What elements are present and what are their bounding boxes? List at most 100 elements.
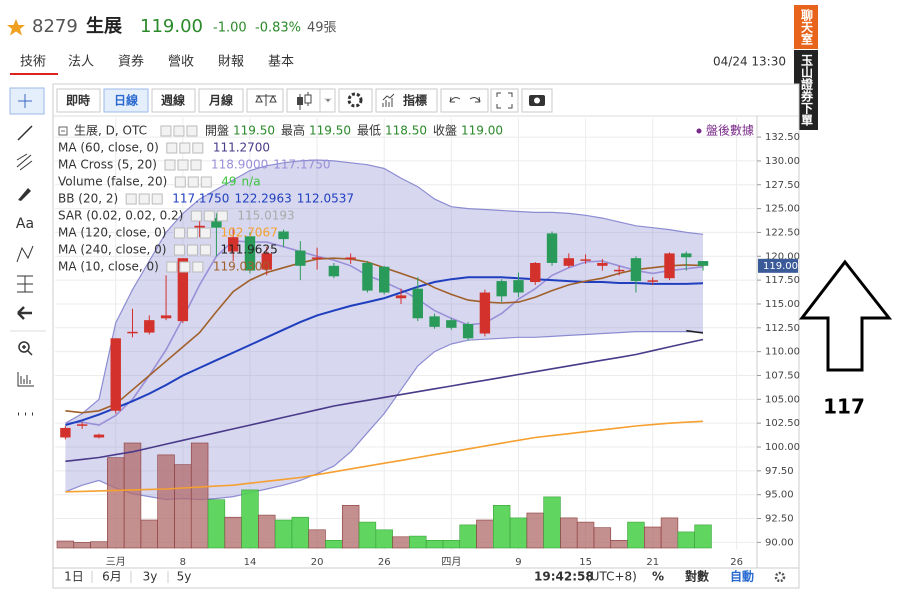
dropdown-icon: [319, 89, 333, 112]
tab[interactable]: 基本: [268, 55, 294, 70]
y-tick-label: 127.50: [765, 180, 800, 191]
button-label[interactable]: 月線: [208, 93, 233, 108]
y-tick-label: 92.50: [765, 514, 794, 525]
volume-bar: [459, 524, 477, 549]
tab[interactable]: 資券: [118, 54, 144, 70]
legend-icon: [173, 125, 185, 137]
back-tool[interactable]: [17, 306, 32, 320]
annotation-arrow: [798, 259, 893, 372]
indicator-line: [65, 276, 704, 427]
button-active[interactable]: [103, 88, 149, 113]
ohlc-label: 收盤: [433, 124, 457, 138]
log-toggle[interactable]: 對數: [685, 569, 709, 584]
percent-toggle[interactable]: %: [652, 570, 664, 584]
range-button[interactable]: 5y: [177, 570, 192, 584]
ohlc-label: 最高: [281, 123, 305, 138]
candle-body: [681, 253, 692, 258]
indicator-reading: n/a: [242, 175, 261, 189]
brush-tool[interactable]: [18, 188, 31, 201]
y-tick-label: 115.00: [765, 299, 800, 310]
settings-button[interactable]: [338, 88, 373, 113]
candle-body: [496, 281, 507, 297]
price-change: -1.00: [213, 21, 247, 36]
tab[interactable]: 財報: [218, 55, 244, 70]
legend-icon: [125, 193, 137, 205]
candle-body: [429, 316, 440, 327]
volume-bar: [375, 529, 393, 549]
volume-bar: [425, 539, 444, 549]
fib-tool[interactable]: [16, 153, 33, 171]
measure-tool[interactable]: [17, 275, 33, 293]
range-separator: [91, 571, 169, 583]
legend-icon: [160, 125, 172, 137]
tab[interactable]: 法人: [68, 55, 94, 70]
crosshair-tool[interactable]: [9, 87, 45, 115]
button-label[interactable]: 指標: [403, 93, 427, 108]
pattern-tool[interactable]: [16, 245, 34, 263]
volume-bar: [107, 457, 125, 549]
text-tool[interactable]: Aa: [16, 216, 34, 232]
tab[interactable]: 營收: [168, 55, 194, 70]
range-button[interactable]: 1日: [64, 570, 84, 584]
crosshair-icon: [18, 94, 32, 108]
indicator-reading: 117.1750: [172, 192, 229, 206]
tab[interactable]: 技術: [20, 55, 46, 70]
settings-icon[interactable]: [774, 571, 786, 583]
y-tick-label: 105.00: [765, 394, 800, 405]
y-tick-label: 125.00: [765, 204, 800, 215]
indicator-line: [686, 329, 704, 334]
candle-body: [177, 258, 189, 322]
y-tick-label: 102.50: [765, 418, 800, 429]
chat-tab[interactable]: [794, 5, 818, 49]
ruler-tool[interactable]: [17, 372, 34, 387]
y-tick-label: 110.00: [765, 347, 800, 358]
datetime: 04/24 13:30: [713, 55, 786, 69]
zoom-icon: [22, 345, 33, 356]
order-tab-label[interactable]: 玉山證券下單: [800, 54, 814, 127]
line-tool[interactable]: [17, 125, 33, 141]
legend-icon: [186, 244, 198, 256]
candle-body: [362, 262, 373, 291]
volume-bar: [644, 526, 662, 549]
button-label[interactable]: 即時: [66, 93, 90, 108]
y-tick-label: 120.00: [765, 251, 800, 262]
candle-body: [328, 265, 340, 277]
y-tick-label: 95.00: [765, 490, 794, 501]
legend-icon: [203, 210, 215, 222]
range-button[interactable]: 3y: [143, 570, 158, 584]
indicator-icon: [382, 93, 395, 107]
star-icon[interactable]: [7, 19, 25, 36]
button-label[interactable]: 週線: [161, 93, 185, 108]
candle-body: [93, 434, 105, 438]
button[interactable]: [198, 88, 244, 113]
range-button[interactable]: 6月: [102, 570, 122, 584]
indicator-button[interactable]: [375, 88, 438, 113]
button[interactable]: [151, 88, 196, 113]
button-label[interactable]: 日線: [114, 93, 138, 108]
volume-bar: [325, 539, 343, 549]
x-tick-label: 26: [378, 557, 391, 568]
compare-button[interactable]: [246, 88, 284, 113]
volume-bar: [543, 496, 561, 549]
volume-bar: [90, 541, 108, 549]
x-tick-label: 15: [579, 557, 592, 568]
auto-toggle[interactable]: 自動: [730, 569, 754, 584]
zoom-tool[interactable]: [18, 341, 30, 353]
fullscreen-button[interactable]: [490, 88, 519, 113]
indicator-name: MA (10, close, 0): [58, 260, 159, 274]
volume-bar: [492, 504, 511, 549]
chat-tab-label[interactable]: 聊天室: [800, 8, 814, 46]
stock-volume: 49張: [307, 21, 337, 36]
indicator-reading: 122.2963: [234, 192, 291, 206]
volume-bar: [409, 535, 427, 549]
indicator-line: [65, 338, 704, 463]
volume-bar: [56, 540, 75, 549]
x-tick-label: 20: [311, 557, 324, 568]
ohlc-label: 開盤: [205, 124, 229, 138]
undo-redo-button[interactable]: [440, 88, 489, 113]
candle-body: [379, 266, 390, 293]
button[interactable]: [56, 88, 101, 113]
fullscreen-icon: [496, 92, 513, 109]
candle-body: [563, 258, 575, 266]
x-tick-label: 21: [646, 557, 659, 568]
